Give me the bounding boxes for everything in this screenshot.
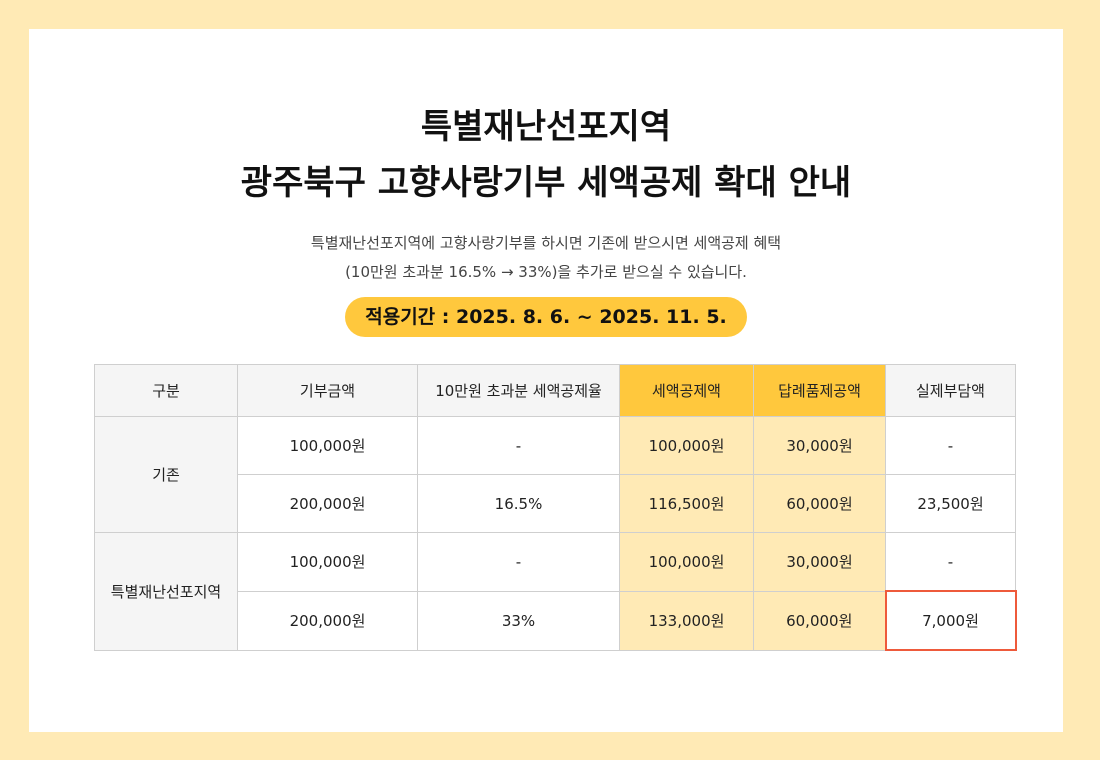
- gift-amount-cell: 60,000원: [753, 590, 886, 651]
- actual-burden-cell: -: [885, 416, 1016, 475]
- actual-burden-cell-highlighted: 7,000원: [884, 590, 1017, 651]
- table-row: 200,000원 33% 133,000원 60,000원 7,000원: [95, 590, 1017, 651]
- period-badge: 적용기간 : 2025. 8. 6. ~ 2025. 11. 5.: [345, 297, 747, 337]
- deduction-rate-cell: -: [417, 532, 620, 592]
- header-tax-deduction: 세액공제액: [619, 364, 754, 417]
- table-row: 기존 100,000원 - 100,000원 30,000원 -: [94, 416, 1016, 533]
- actual-burden-cell: -: [885, 532, 1016, 592]
- description-line-1: 특별재난선포지역에 고향사랑기부를 하시면 기존에 받으시면 세액공제 혜택: [310, 234, 782, 252]
- actual-burden-cell: 23,500원: [885, 474, 1016, 533]
- period-container: 적용기간 : 2025. 8. 6. ~ 2025. 11. 5.: [29, 297, 1063, 337]
- page-title: 특별재난선포지역 광주북구 고향사랑기부 세액공제 확대 안내: [29, 99, 1063, 211]
- tax-deduction-cell: 100,000원: [619, 532, 754, 592]
- table-header-row: 구분 기부금액 10만원 초과분 세액공제율 세액공제액 답례품제공액 실제부담…: [94, 364, 1016, 417]
- category-cell: 기존: [94, 416, 238, 533]
- donation-amount-cell: 200,000원: [237, 590, 418, 651]
- title-line-2: 광주북구 고향사랑기부 세액공제 확대 안내: [240, 163, 852, 203]
- title-line-1: 특별재난선포지역: [420, 107, 672, 147]
- table-body: 기존 100,000원 - 100,000원 30,000원 - 200,000…: [94, 416, 1017, 651]
- notice-card: 특별재난선포지역 광주북구 고향사랑기부 세액공제 확대 안내 특별재난선포지역…: [29, 29, 1063, 732]
- header-category: 구분: [94, 364, 238, 417]
- table-row: 특별재난선포지역 100,000원 - 100,000원 30,000원 -: [94, 532, 1016, 651]
- gift-amount-cell: 30,000원: [753, 532, 886, 592]
- header-donation-amount: 기부금액: [237, 364, 418, 417]
- header-deduction-rate: 10만원 초과분 세액공제율: [417, 364, 620, 417]
- donation-amount-cell: 100,000원: [237, 532, 418, 592]
- deduction-rate-cell: 16.5%: [417, 474, 620, 533]
- deduction-rate-cell: 33%: [417, 590, 620, 651]
- tax-deduction-cell: 100,000원: [619, 416, 754, 475]
- tax-deduction-cell: 116,500원: [619, 474, 754, 533]
- header-gift-amount: 답례품제공액: [753, 364, 886, 417]
- table-row: 200,000원 16.5% 116,500원 60,000원 23,500원: [95, 474, 1016, 533]
- benefit-table: 구분 기부금액 10만원 초과분 세액공제율 세액공제액 답례품제공액 실제부담…: [94, 364, 1017, 651]
- table-header: 구분 기부금액 10만원 초과분 세액공제율 세액공제액 답례품제공액 실제부담…: [94, 364, 1016, 417]
- donation-amount-cell: 100,000원: [237, 416, 418, 475]
- deduction-rate-cell: -: [417, 416, 620, 475]
- gift-amount-cell: 30,000원: [753, 416, 886, 475]
- gift-amount-cell: 60,000원: [753, 474, 886, 533]
- category-cell: 특별재난선포지역: [94, 532, 238, 651]
- description: 특별재난선포지역에 고향사랑기부를 하시면 기존에 받으시면 세액공제 혜택 (…: [29, 229, 1063, 287]
- donation-amount-cell: 200,000원: [237, 474, 418, 533]
- tax-deduction-cell: 133,000원: [619, 590, 754, 651]
- header-actual-burden: 실제부담액: [885, 364, 1016, 417]
- description-line-2: (10만원 초과분 16.5% → 33%)을 추가로 받으실 수 있습니다.: [345, 263, 747, 281]
